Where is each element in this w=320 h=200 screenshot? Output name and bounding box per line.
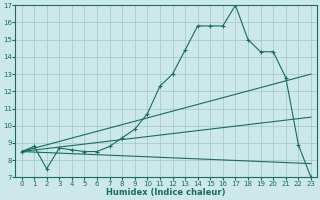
X-axis label: Humidex (Indice chaleur): Humidex (Indice chaleur): [107, 188, 226, 197]
